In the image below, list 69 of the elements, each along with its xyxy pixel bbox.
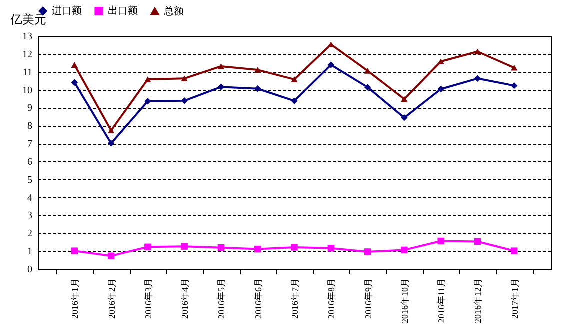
point — [438, 238, 444, 245]
y-tick-label: 0 — [28, 264, 32, 276]
point — [401, 246, 408, 254]
point — [328, 42, 334, 48]
point — [218, 64, 225, 70]
point — [474, 75, 482, 82]
point — [181, 243, 188, 250]
point — [254, 67, 262, 73]
point — [328, 245, 334, 252]
point — [474, 238, 482, 246]
x-tick-label: 2016年12月 — [473, 278, 484, 324]
x-tick-label: 2016年11月 — [436, 278, 447, 324]
point — [218, 84, 225, 90]
x-tick-label: 2016年9月 — [363, 278, 374, 319]
y-tick-label: 10 — [22, 85, 32, 96]
legend-label: 进口额 — [52, 5, 82, 18]
point — [181, 98, 188, 104]
point — [144, 244, 152, 250]
point — [254, 86, 262, 92]
legend-label: 总额 — [163, 5, 184, 18]
x-tick-label: 2016年5月 — [216, 278, 227, 319]
point — [291, 76, 298, 82]
point — [254, 246, 262, 253]
y-tick-label: 2 — [28, 228, 32, 240]
point — [511, 248, 518, 254]
point — [364, 84, 372, 91]
x-tick-label: 2016年1月 — [70, 278, 80, 319]
point — [218, 244, 225, 252]
point — [291, 244, 298, 251]
point — [71, 79, 78, 86]
x-tick-label: 2016年6月 — [253, 278, 264, 319]
point — [71, 248, 78, 254]
point — [438, 86, 444, 93]
point — [401, 96, 408, 102]
x-tick-label: 2017年1月 — [510, 278, 520, 319]
point — [181, 76, 188, 82]
point — [144, 76, 152, 82]
x-tick-label: 2016年7月 — [290, 278, 300, 319]
y-tick-label: 6 — [28, 156, 32, 168]
point — [144, 98, 152, 105]
x-tick-label: 2016年3月 — [143, 278, 154, 319]
y-tick-label: 5 — [28, 174, 32, 186]
point — [401, 114, 408, 122]
point — [291, 98, 298, 104]
x-tick-label: 2016年2月 — [106, 278, 117, 319]
point — [108, 252, 115, 260]
point — [511, 82, 518, 90]
y-tick-label: 9 — [28, 103, 32, 114]
y-tick-label: 4 — [28, 192, 32, 204]
point — [438, 58, 444, 65]
point — [108, 128, 115, 134]
legend-label: 出口额 — [108, 5, 138, 18]
y-axis-title: 亿美元 — [10, 12, 46, 26]
point — [364, 248, 372, 256]
y-tick-label: 8 — [28, 121, 32, 132]
y-tick-label: 12 — [22, 49, 32, 60]
y-tick-label: 7 — [28, 139, 32, 150]
x-tick-label: 2016年10月 — [400, 278, 410, 324]
point — [108, 140, 115, 147]
point — [71, 62, 78, 68]
point — [474, 48, 482, 55]
y-tick-label: 1 — [28, 246, 32, 258]
x-tick-label: 2016年8月 — [326, 278, 337, 319]
y-tick-label: 13 — [22, 32, 32, 42]
point — [328, 62, 334, 68]
y-tick-label: 11 — [22, 67, 32, 78]
x-tick-label: 2016年4月 — [180, 278, 190, 319]
y-tick-label: 3 — [28, 210, 32, 222]
point — [511, 65, 518, 71]
